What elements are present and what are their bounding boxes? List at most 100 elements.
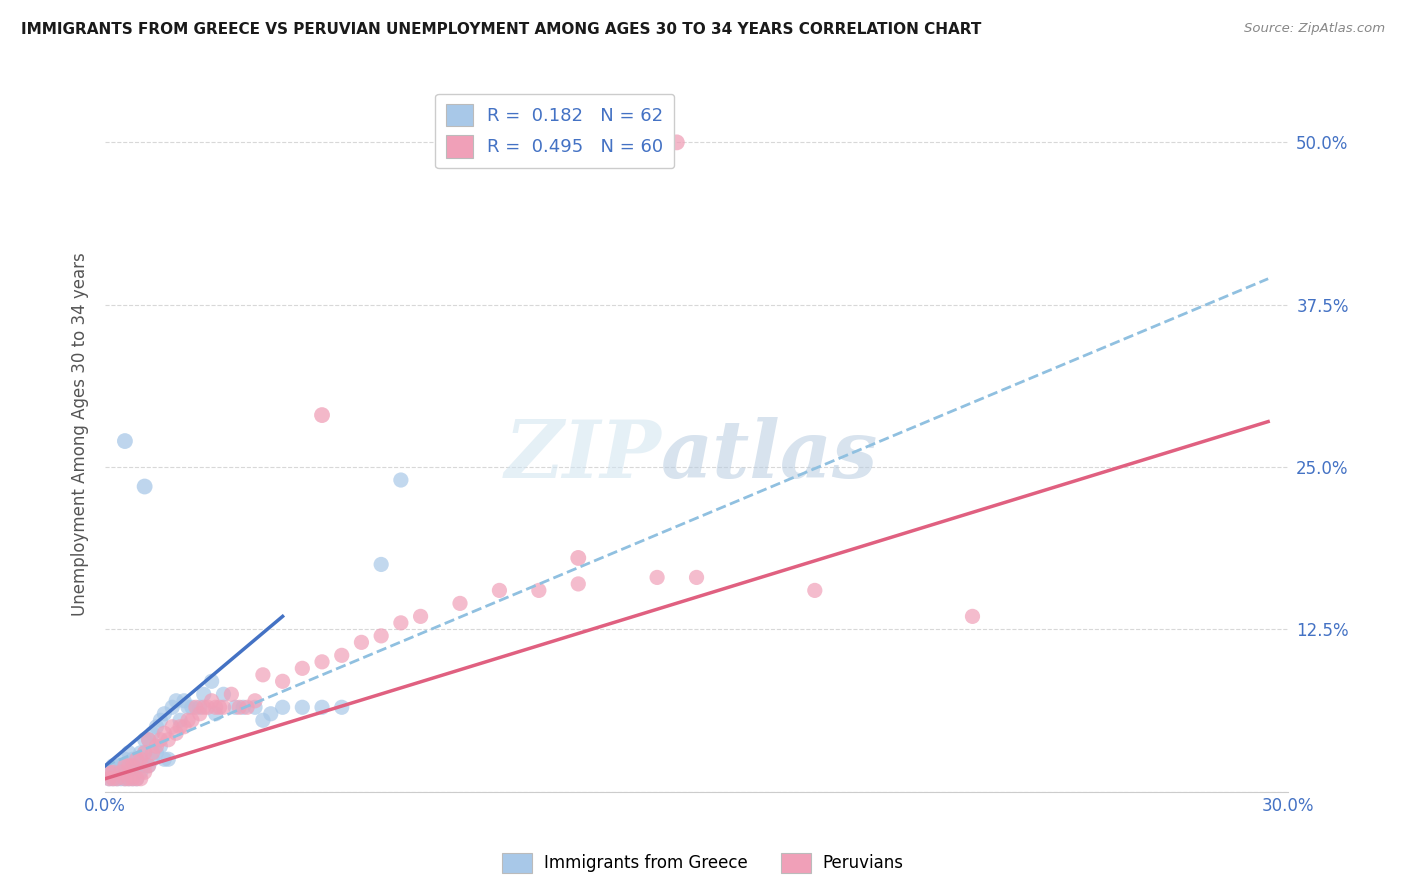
Point: [110, 765, 132, 780]
Point: [101, 758, 124, 772]
Point: [141, 746, 163, 760]
Point: [101, 772, 124, 786]
Point: [114, 765, 136, 780]
Point: [105, 772, 128, 786]
Point: [330, 700, 353, 714]
Point: [212, 700, 235, 714]
Point: [201, 674, 224, 689]
Point: [330, 648, 353, 663]
Point: [98, 772, 121, 786]
Point: [197, 700, 219, 714]
Point: [271, 700, 294, 714]
Point: [118, 746, 141, 760]
Point: [141, 752, 163, 766]
Point: [212, 687, 235, 701]
Point: [129, 746, 152, 760]
Point: [105, 772, 128, 786]
Point: [118, 772, 141, 786]
Point: [160, 720, 183, 734]
Point: [193, 700, 215, 714]
Point: [134, 732, 156, 747]
Point: [370, 629, 392, 643]
Point: [138, 758, 160, 772]
Point: [129, 752, 152, 766]
Point: [527, 583, 550, 598]
Point: [121, 758, 143, 772]
Point: [181, 700, 204, 714]
Point: [169, 713, 191, 727]
Point: [243, 700, 266, 714]
Point: [114, 752, 136, 766]
Point: [271, 674, 294, 689]
Point: [181, 713, 204, 727]
Point: [311, 700, 333, 714]
Point: [260, 706, 283, 721]
Text: Source: ZipAtlas.com: Source: ZipAtlas.com: [1244, 22, 1385, 36]
Point: [243, 694, 266, 708]
Point: [98, 772, 121, 786]
Point: [114, 772, 136, 786]
Point: [125, 772, 148, 786]
Point: [149, 713, 172, 727]
Point: [121, 752, 143, 766]
Point: [188, 706, 211, 721]
Point: [350, 635, 373, 649]
Point: [145, 746, 167, 760]
Point: [121, 758, 143, 772]
Point: [149, 739, 172, 754]
Legend: Immigrants from Greece, Peruvians: Immigrants from Greece, Peruvians: [496, 847, 910, 880]
Point: [110, 765, 132, 780]
Point: [165, 726, 187, 740]
Point: [118, 772, 141, 786]
Text: ZIP: ZIP: [505, 417, 661, 495]
Point: [138, 732, 160, 747]
Point: [173, 720, 195, 734]
Point: [149, 732, 172, 747]
Text: IMMIGRANTS FROM GREECE VS PERUVIAN UNEMPLOYMENT AMONG AGES 30 TO 34 YEARS CORREL: IMMIGRANTS FROM GREECE VS PERUVIAN UNEMP…: [21, 22, 981, 37]
Point: [141, 726, 163, 740]
Point: [389, 473, 412, 487]
Point: [110, 772, 132, 786]
Point: [311, 408, 333, 422]
Point: [236, 700, 259, 714]
Point: [125, 772, 148, 786]
Point: [114, 758, 136, 772]
Point: [105, 758, 128, 772]
Point: [449, 596, 471, 610]
Point: [177, 700, 200, 714]
Point: [118, 758, 141, 772]
Point: [157, 732, 180, 747]
Point: [962, 609, 984, 624]
Point: [184, 700, 207, 714]
Point: [145, 739, 167, 754]
Point: [101, 772, 124, 786]
Point: [685, 570, 707, 584]
Point: [389, 615, 412, 630]
Point: [204, 700, 226, 714]
Point: [370, 558, 392, 572]
Point: [121, 772, 143, 786]
Point: [193, 687, 215, 701]
Point: [201, 694, 224, 708]
Point: [177, 713, 200, 727]
Point: [121, 772, 143, 786]
Point: [129, 765, 152, 780]
Point: [101, 765, 124, 780]
Point: [228, 700, 250, 714]
Point: [125, 758, 148, 772]
Legend: R =  0.182   N = 62, R =  0.495   N = 60: R = 0.182 N = 62, R = 0.495 N = 60: [434, 94, 675, 169]
Point: [188, 700, 211, 714]
Point: [252, 713, 274, 727]
Point: [165, 694, 187, 708]
Point: [224, 700, 246, 714]
Point: [118, 758, 141, 772]
Point: [157, 752, 180, 766]
Point: [134, 746, 156, 760]
Point: [291, 661, 314, 675]
Point: [208, 700, 231, 714]
Point: [252, 668, 274, 682]
Point: [114, 434, 136, 448]
Point: [134, 758, 156, 772]
Point: [173, 694, 195, 708]
Point: [232, 700, 254, 714]
